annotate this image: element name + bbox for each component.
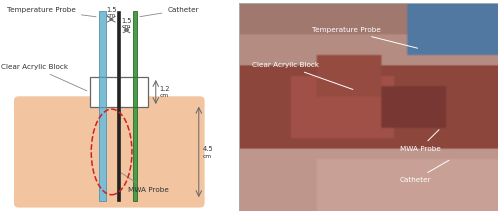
Text: MWA Probe: MWA Probe	[121, 173, 169, 193]
FancyBboxPatch shape	[14, 96, 204, 208]
Bar	[90, 77, 148, 107]
Text: cm: cm	[106, 13, 116, 18]
Text: MWA Probe: MWA Probe	[400, 130, 440, 152]
Bar	[116, 11, 120, 201]
Text: 1.5: 1.5	[121, 18, 132, 24]
Bar	[132, 11, 137, 201]
Text: Temperature Probe: Temperature Probe	[7, 7, 96, 17]
Bar	[116, 77, 120, 107]
Text: cm: cm	[202, 154, 211, 159]
Text: Clear Acrylic Block: Clear Acrylic Block	[1, 64, 87, 91]
Text: 1.2: 1.2	[160, 86, 170, 92]
Bar	[132, 77, 137, 107]
Text: cm: cm	[122, 24, 131, 29]
Text: cm: cm	[160, 93, 168, 98]
Text: 1.5: 1.5	[106, 7, 117, 13]
Text: Catheter: Catheter	[400, 160, 449, 183]
Bar	[99, 11, 106, 201]
Bar	[99, 77, 106, 107]
Text: 4.5: 4.5	[202, 146, 213, 152]
Text: Temperature Probe: Temperature Probe	[312, 27, 418, 48]
Text: Clear Acrylic Block: Clear Acrylic Block	[252, 62, 353, 89]
Text: Catheter: Catheter	[140, 7, 199, 17]
